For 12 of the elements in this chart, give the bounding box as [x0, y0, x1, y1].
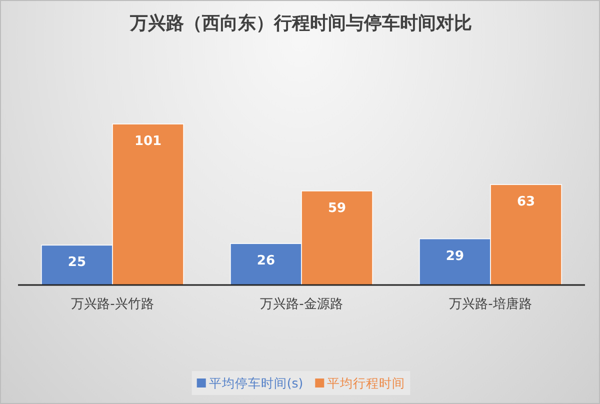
- category-label: 万兴路-兴竹路: [71, 297, 154, 312]
- data-label: 101: [134, 134, 162, 149]
- title: 万兴路（西向东）行程时间与停车时间对比: [130, 13, 472, 34]
- legend-label: 平均停车时间(s): [208, 376, 304, 390]
- category-label: 万兴路-金源路: [260, 297, 343, 312]
- data-label: 25: [68, 255, 86, 270]
- data-label: 59: [328, 200, 346, 216]
- data-label: 29: [446, 248, 464, 264]
- category-label: 万兴路-培唐路: [449, 297, 532, 312]
- data-label: 26: [256, 254, 276, 269]
- data-label: 63: [516, 194, 536, 210]
- legend-label: 平均行程时间: [327, 376, 406, 390]
